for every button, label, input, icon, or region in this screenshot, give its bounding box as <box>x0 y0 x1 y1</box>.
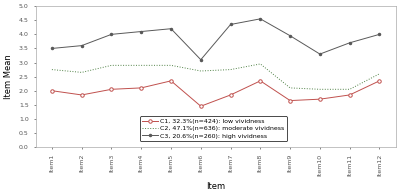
C2, 47.1%(n=636): moderate vividness: (2, 2.9): moderate vividness: (2, 2.9) <box>109 64 114 66</box>
C2, 47.1%(n=636): moderate vividness: (9, 2.05): moderate vividness: (9, 2.05) <box>318 88 322 90</box>
C3, 20.6%(n=260): high vividness: (5, 3.1): high vividness: (5, 3.1) <box>198 58 203 61</box>
C3, 20.6%(n=260): high vividness: (1, 3.6): high vividness: (1, 3.6) <box>79 44 84 47</box>
C2, 47.1%(n=636): moderate vividness: (7, 2.95): moderate vividness: (7, 2.95) <box>258 63 263 65</box>
C1, 32.3%(n=424): low vividness: (8, 1.65): low vividness: (8, 1.65) <box>288 99 292 102</box>
C3, 20.6%(n=260): high vividness: (4, 4.2): high vividness: (4, 4.2) <box>169 27 174 30</box>
C1, 32.3%(n=424): low vividness: (7, 2.35): low vividness: (7, 2.35) <box>258 80 263 82</box>
C2, 47.1%(n=636): moderate vividness: (0, 2.75): moderate vividness: (0, 2.75) <box>50 68 54 71</box>
C1, 32.3%(n=424): low vividness: (0, 2): low vividness: (0, 2) <box>50 90 54 92</box>
C2, 47.1%(n=636): moderate vividness: (5, 2.7): moderate vividness: (5, 2.7) <box>198 70 203 72</box>
C1, 32.3%(n=424): low vividness: (11, 2.35): low vividness: (11, 2.35) <box>377 80 382 82</box>
C2, 47.1%(n=636): moderate vividness: (1, 2.65): moderate vividness: (1, 2.65) <box>79 71 84 74</box>
C2, 47.1%(n=636): moderate vividness: (3, 2.9): moderate vividness: (3, 2.9) <box>139 64 144 66</box>
C1, 32.3%(n=424): low vividness: (9, 1.7): low vividness: (9, 1.7) <box>318 98 322 100</box>
C1, 32.3%(n=424): low vividness: (5, 1.45): low vividness: (5, 1.45) <box>198 105 203 107</box>
C1, 32.3%(n=424): low vividness: (3, 2.1): low vividness: (3, 2.1) <box>139 87 144 89</box>
C1, 32.3%(n=424): low vividness: (4, 2.35): low vividness: (4, 2.35) <box>169 80 174 82</box>
C1, 32.3%(n=424): low vividness: (6, 1.85): low vividness: (6, 1.85) <box>228 94 233 96</box>
C3, 20.6%(n=260): high vividness: (2, 4): high vividness: (2, 4) <box>109 33 114 35</box>
C1, 32.3%(n=424): low vividness: (1, 1.85): low vividness: (1, 1.85) <box>79 94 84 96</box>
Line: C1, 32.3%(n=424): low vividness: C1, 32.3%(n=424): low vividness <box>50 79 381 108</box>
C3, 20.6%(n=260): high vividness: (11, 4): high vividness: (11, 4) <box>377 33 382 35</box>
C3, 20.6%(n=260): high vividness: (10, 3.7): high vividness: (10, 3.7) <box>347 42 352 44</box>
C2, 47.1%(n=636): moderate vividness: (4, 2.9): moderate vividness: (4, 2.9) <box>169 64 174 66</box>
C3, 20.6%(n=260): high vividness: (6, 4.35): high vividness: (6, 4.35) <box>228 23 233 26</box>
C3, 20.6%(n=260): high vividness: (8, 3.95): high vividness: (8, 3.95) <box>288 35 292 37</box>
C1, 32.3%(n=424): low vividness: (2, 2.05): low vividness: (2, 2.05) <box>109 88 114 90</box>
C3, 20.6%(n=260): high vividness: (3, 4.1): high vividness: (3, 4.1) <box>139 30 144 33</box>
C3, 20.6%(n=260): high vividness: (0, 3.5): high vividness: (0, 3.5) <box>50 47 54 50</box>
Legend: C1, 32.3%(n=424): low vividness, C2, 47.1%(n=636): moderate vividness, C3, 20.6%: C1, 32.3%(n=424): low vividness, C2, 47.… <box>140 116 287 141</box>
C1, 32.3%(n=424): low vividness: (10, 1.85): low vividness: (10, 1.85) <box>347 94 352 96</box>
Y-axis label: Item Mean: Item Mean <box>4 54 13 99</box>
Line: C3, 20.6%(n=260): high vividness: C3, 20.6%(n=260): high vividness <box>50 17 382 62</box>
C3, 20.6%(n=260): high vividness: (7, 4.55): high vividness: (7, 4.55) <box>258 18 263 20</box>
C2, 47.1%(n=636): moderate vividness: (8, 2.1): moderate vividness: (8, 2.1) <box>288 87 292 89</box>
X-axis label: Item: Item <box>206 182 225 191</box>
C2, 47.1%(n=636): moderate vividness: (6, 2.75): moderate vividness: (6, 2.75) <box>228 68 233 71</box>
C2, 47.1%(n=636): moderate vividness: (10, 2.05): moderate vividness: (10, 2.05) <box>347 88 352 90</box>
C3, 20.6%(n=260): high vividness: (9, 3.3): high vividness: (9, 3.3) <box>318 53 322 55</box>
C2, 47.1%(n=636): moderate vividness: (11, 2.6): moderate vividness: (11, 2.6) <box>377 73 382 75</box>
Line: C2, 47.1%(n=636): moderate vividness: C2, 47.1%(n=636): moderate vividness <box>52 64 380 89</box>
